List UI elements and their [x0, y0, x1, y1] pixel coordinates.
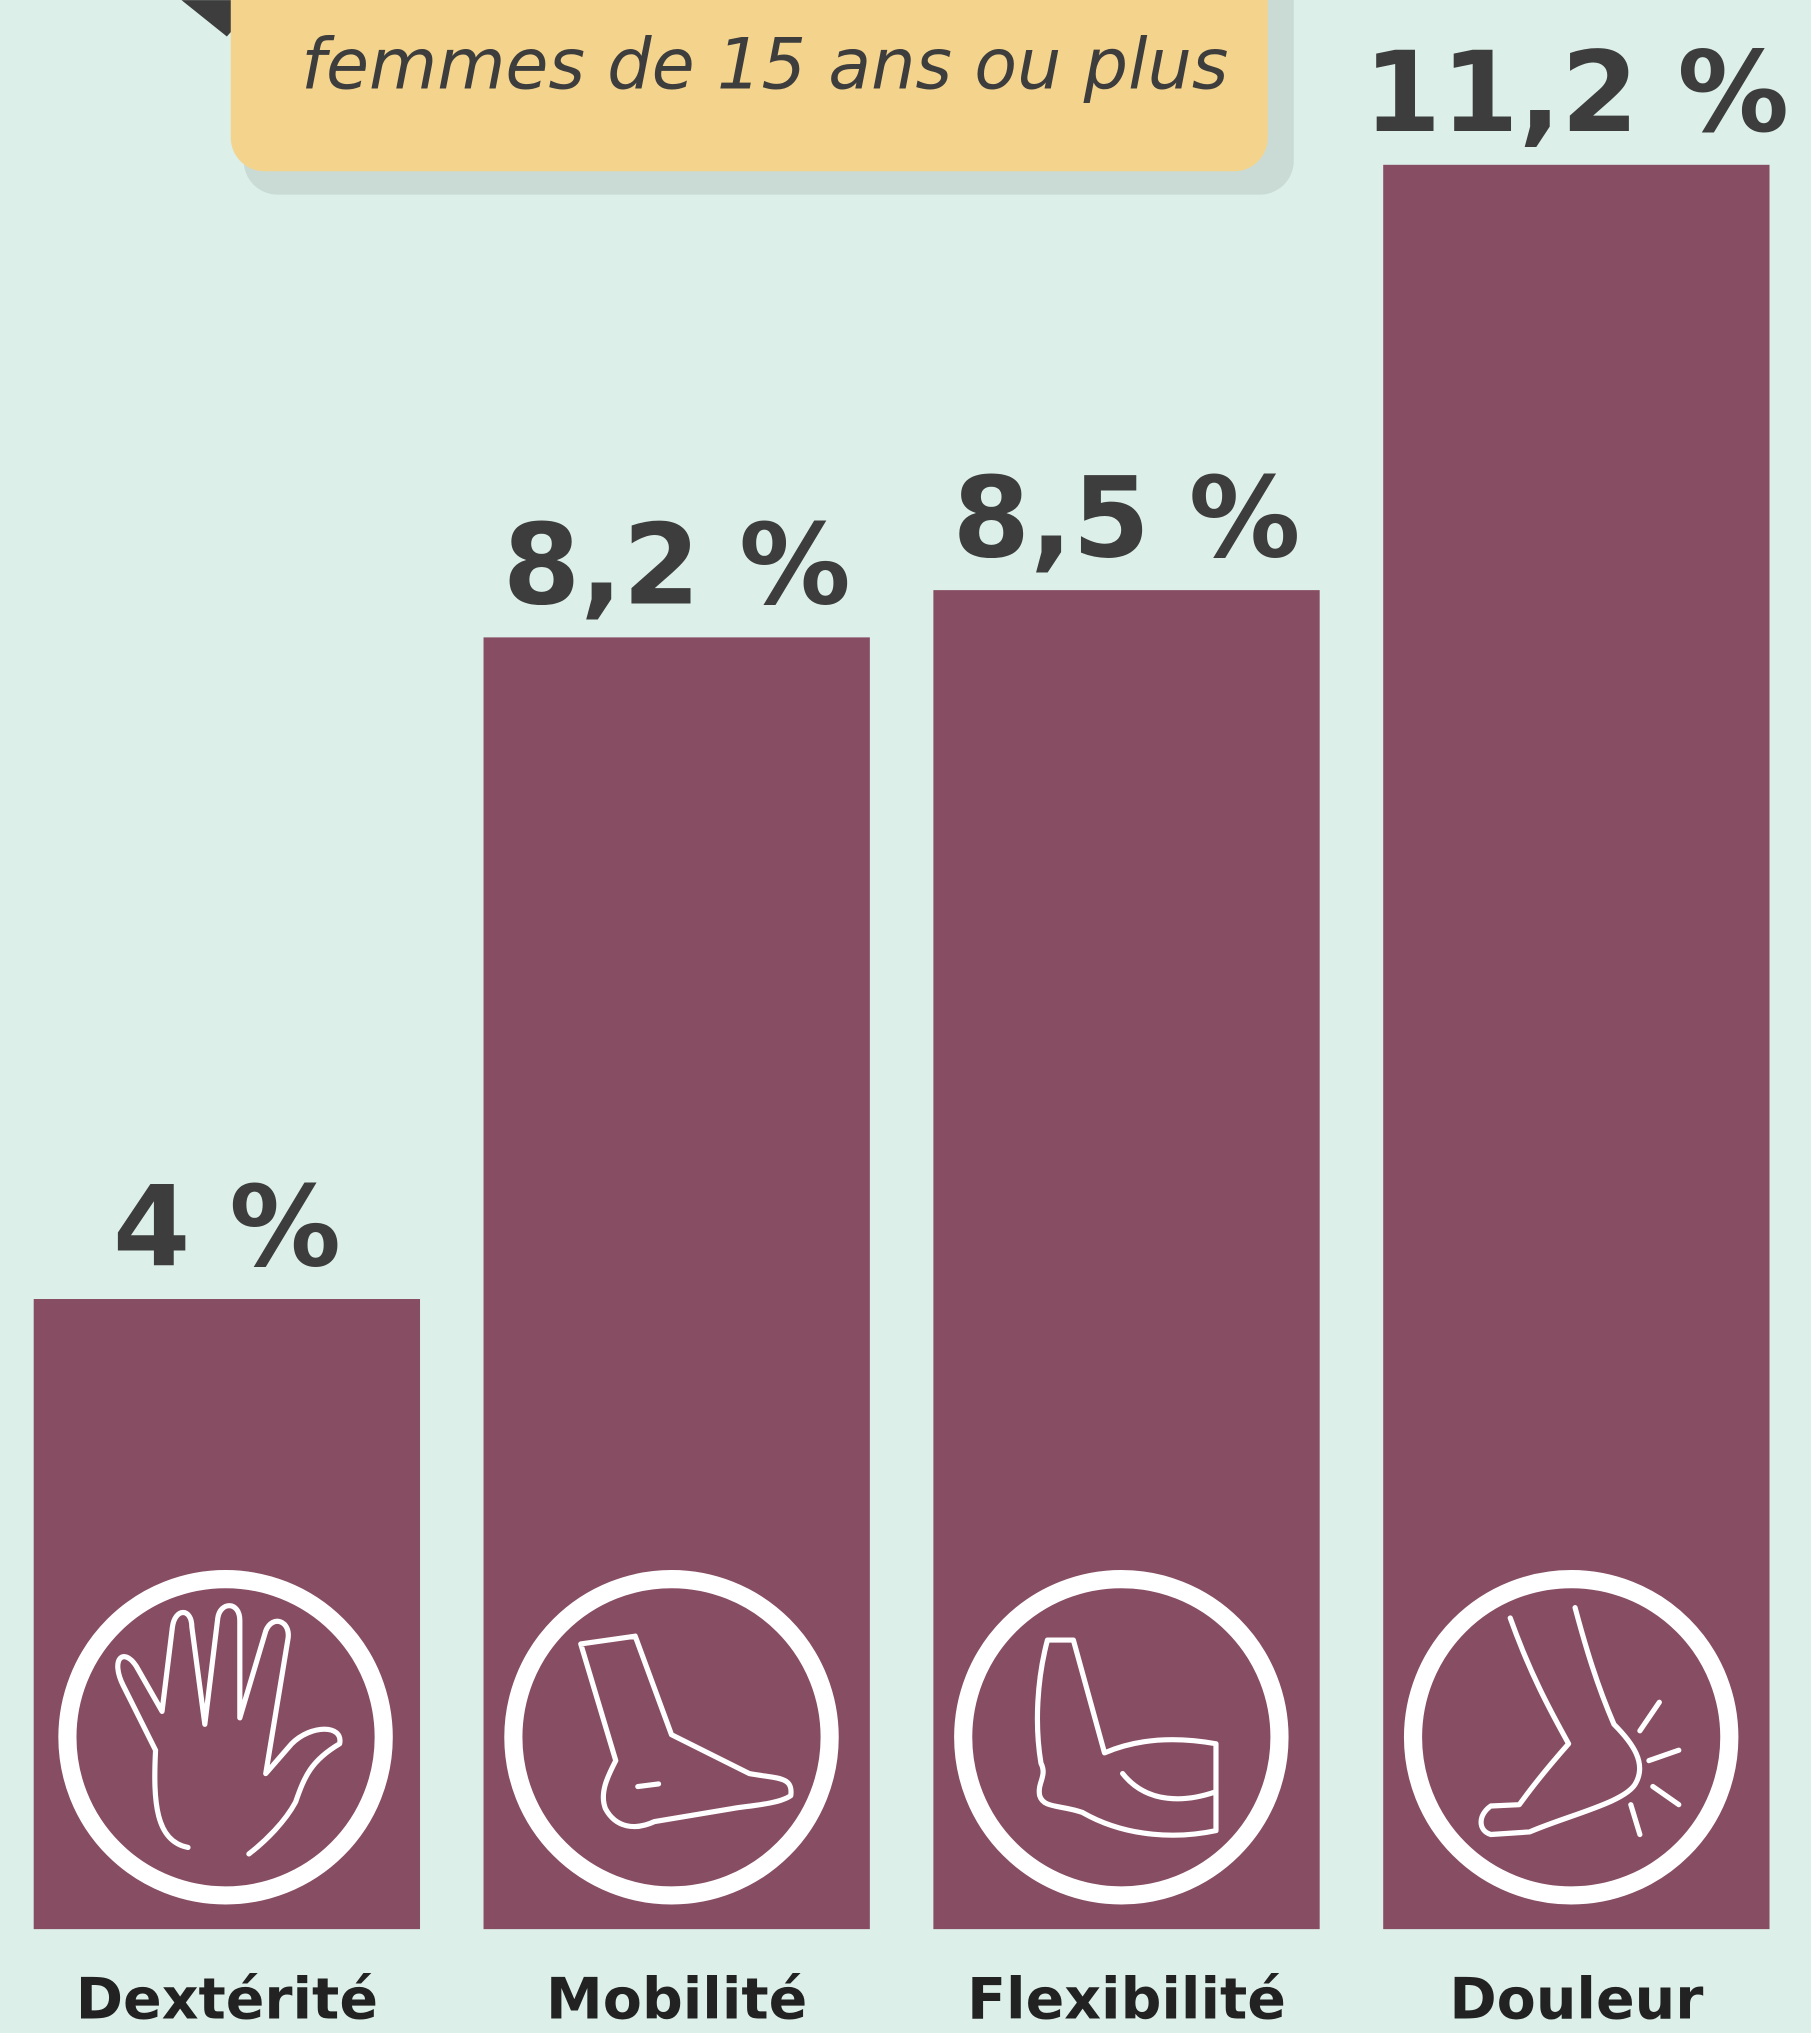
category-label: Dextérité — [76, 1967, 378, 2033]
subtitle: femmes de 15 ans ou plus — [301, 23, 1228, 105]
elbow-icon — [1034, 1637, 1219, 1838]
icon-ring — [58, 1570, 393, 1905]
value-label: 8,5 % — [953, 454, 1301, 583]
value-label: 8,2 % — [503, 502, 851, 631]
icon-ring — [504, 1570, 839, 1905]
bar — [483, 637, 870, 1930]
icon-ring — [954, 1570, 1289, 1905]
bar — [933, 590, 1320, 1930]
icons — [58, 1570, 1739, 1905]
category-label: Mobilité — [546, 1967, 807, 2033]
foot-icon — [578, 1633, 794, 1830]
ankle-icon — [1478, 1605, 1682, 1838]
banner — [230, 0, 1268, 172]
icon-ring — [1403, 1570, 1739, 1905]
value-label: 4 % — [113, 1163, 341, 1292]
category-label: Flexibilité — [967, 1967, 1286, 2033]
category-label: Douleur — [1449, 1967, 1703, 2033]
hand-icon — [115, 1603, 343, 1857]
value-label: 11,2 % — [1364, 29, 1790, 158]
